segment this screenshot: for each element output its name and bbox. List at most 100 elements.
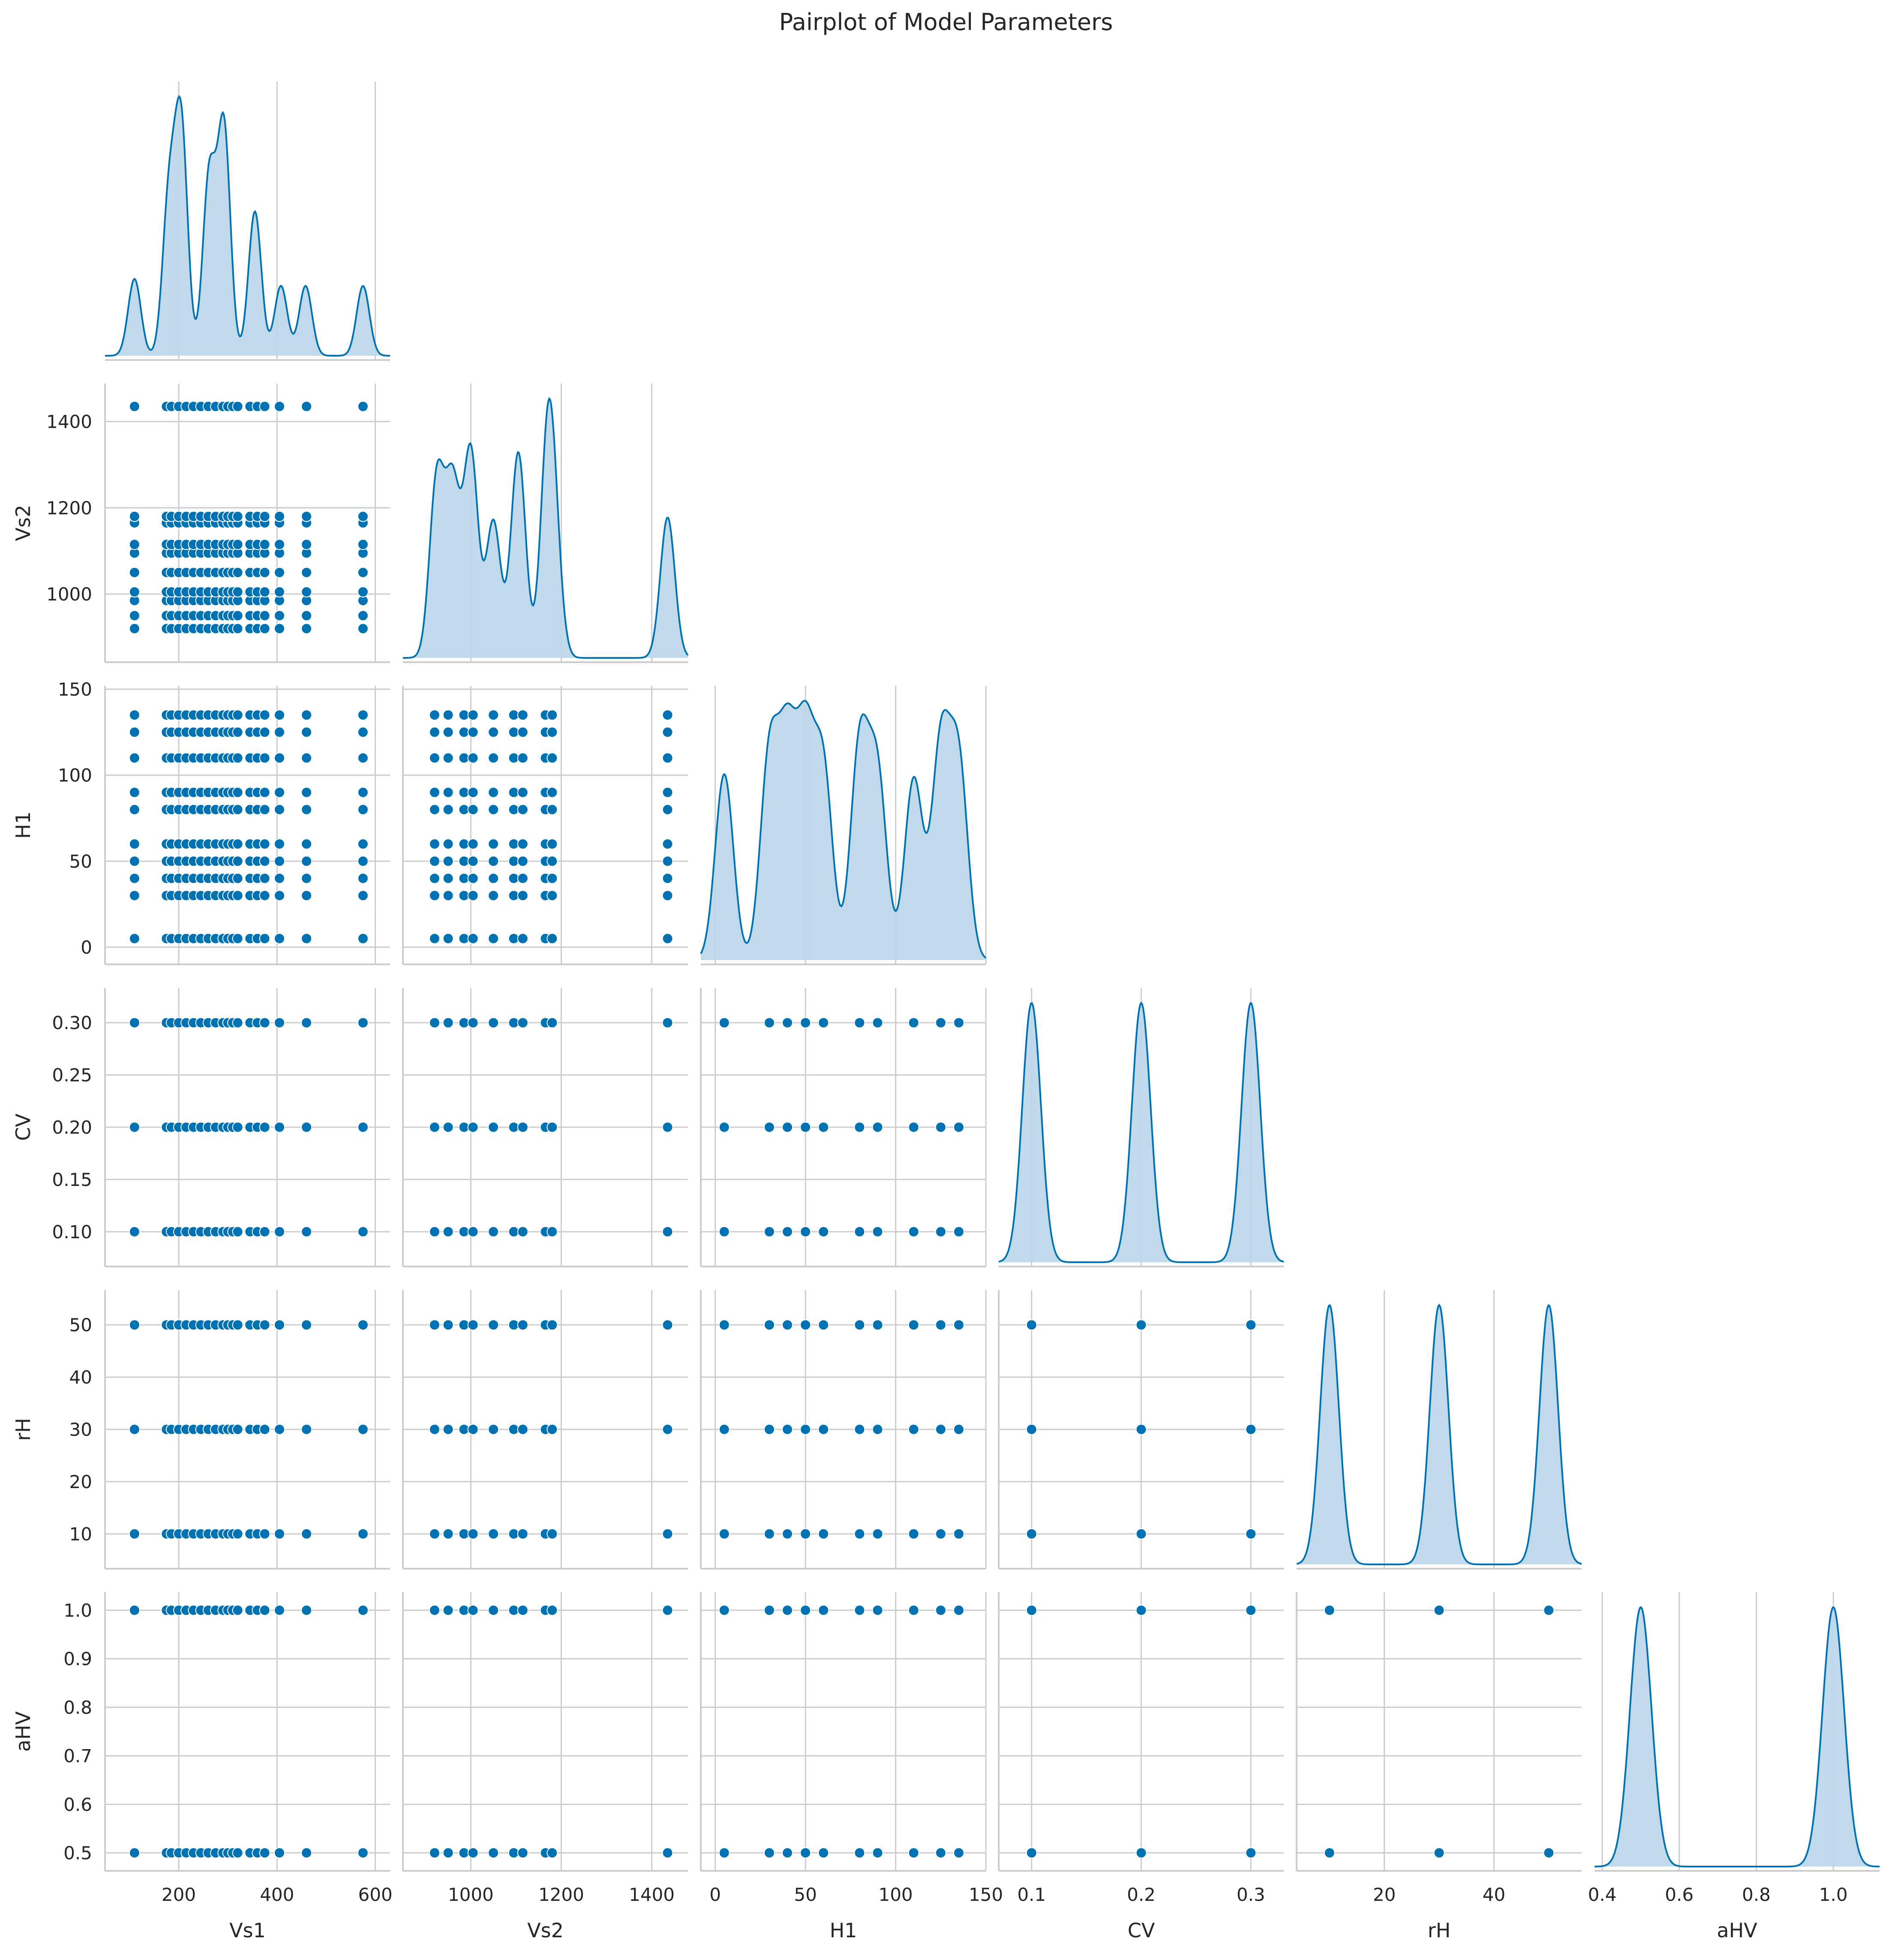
scatter-point bbox=[935, 1319, 946, 1331]
panel-H1-vs-H1 bbox=[700, 686, 987, 965]
scatter-point bbox=[232, 539, 243, 550]
y-tick-label: 0.9 bbox=[63, 1648, 92, 1669]
scatter-point bbox=[274, 1017, 285, 1029]
scatter-point bbox=[953, 1226, 964, 1237]
scatter-point bbox=[274, 804, 285, 815]
scatter-point bbox=[1026, 1528, 1037, 1540]
scatter-point bbox=[872, 1847, 883, 1858]
scatter-point bbox=[232, 838, 243, 850]
scatter-point bbox=[259, 855, 270, 867]
panel-aHV-vs-H1: 0 50 100 150 H1 bbox=[700, 1592, 1003, 1942]
scatter-point bbox=[301, 890, 312, 901]
scatter-point bbox=[129, 873, 140, 884]
scatter-point bbox=[547, 726, 558, 738]
scatter-point bbox=[301, 804, 312, 815]
scatter-point bbox=[718, 1017, 730, 1029]
kde-fill-H1 bbox=[701, 701, 986, 960]
scatter-point bbox=[547, 786, 558, 798]
scatter-point bbox=[301, 786, 312, 798]
scatter-point bbox=[442, 855, 454, 867]
x-axis-label-Vs2: Vs2 bbox=[527, 1919, 564, 1942]
x-tick-label: 40 bbox=[1483, 1884, 1505, 1905]
scatter-point bbox=[854, 1847, 865, 1858]
y-tick-label: 0 bbox=[81, 937, 92, 958]
scatter-point bbox=[854, 1017, 865, 1029]
scatter-point bbox=[274, 752, 285, 764]
y-tick-label: 0.25 bbox=[52, 1065, 92, 1086]
scatter-point bbox=[259, 1605, 270, 1616]
scatter-point bbox=[782, 1424, 793, 1435]
scatter-point bbox=[872, 1605, 883, 1616]
scatter-point bbox=[953, 1017, 964, 1029]
scatter-point bbox=[935, 1847, 946, 1858]
scatter-point bbox=[357, 933, 369, 944]
scatter-point bbox=[854, 1605, 865, 1616]
scatter-point bbox=[488, 1528, 499, 1540]
scatter-point bbox=[800, 1605, 811, 1616]
scatter-point bbox=[129, 726, 140, 738]
scatter-point bbox=[662, 855, 673, 867]
scatter-point bbox=[854, 1528, 865, 1540]
scatter-point bbox=[357, 586, 369, 597]
scatter-point bbox=[517, 709, 529, 721]
scatter-point bbox=[429, 1528, 440, 1540]
scatter-point bbox=[274, 1122, 285, 1133]
x-tick-label: 20 bbox=[1373, 1884, 1396, 1905]
scatter-point bbox=[274, 1226, 285, 1237]
scatter-point bbox=[718, 1226, 730, 1237]
scatter-point bbox=[442, 1319, 454, 1331]
x-tick-label: 0.4 bbox=[1588, 1884, 1617, 1905]
scatter-point bbox=[488, 873, 499, 884]
panel-rH-vs-Vs2 bbox=[402, 1290, 688, 1570]
scatter-point bbox=[301, 1319, 312, 1331]
scatter-point bbox=[467, 1605, 479, 1616]
scatter-point bbox=[763, 1528, 775, 1540]
scatter-point bbox=[1026, 1605, 1037, 1616]
scatter-point bbox=[467, 1319, 479, 1331]
scatter-point bbox=[274, 1605, 285, 1616]
scatter-point bbox=[763, 1847, 775, 1858]
scatter-point bbox=[467, 1424, 479, 1435]
y-tick-label: 1400 bbox=[46, 411, 92, 432]
panel-CV-vs-Vs1: 0.10 0.15 0.20 0.25 0.30 CV bbox=[12, 988, 390, 1267]
scatter-point bbox=[488, 709, 499, 721]
scatter-point bbox=[232, 933, 243, 944]
scatter-point bbox=[1026, 1847, 1037, 1858]
scatter-point bbox=[301, 539, 312, 550]
scatter-point bbox=[908, 1319, 919, 1331]
scatter-point bbox=[301, 401, 312, 412]
scatter-point bbox=[547, 933, 558, 944]
scatter-point bbox=[442, 1017, 454, 1029]
scatter-point bbox=[357, 1528, 369, 1540]
scatter-point bbox=[301, 1226, 312, 1237]
scatter-point bbox=[935, 1424, 946, 1435]
scatter-point bbox=[274, 890, 285, 901]
scatter-point bbox=[259, 709, 270, 721]
x-axis-label-Vs1: Vs1 bbox=[229, 1919, 266, 1942]
scatter-point bbox=[517, 786, 529, 798]
x-axis-label-CV: CV bbox=[1128, 1919, 1155, 1942]
scatter-point bbox=[429, 890, 440, 901]
scatter-point bbox=[488, 855, 499, 867]
scatter-point bbox=[800, 1319, 811, 1331]
x-tick-label: 1200 bbox=[538, 1884, 584, 1905]
scatter-point bbox=[547, 1605, 558, 1616]
scatter-point bbox=[129, 838, 140, 850]
scatter-point bbox=[467, 855, 479, 867]
scatter-point bbox=[232, 1528, 243, 1540]
scatter-point bbox=[429, 873, 440, 884]
scatter-point bbox=[1433, 1605, 1445, 1616]
scatter-point bbox=[357, 873, 369, 884]
scatter-point bbox=[1135, 1424, 1147, 1435]
scatter-point bbox=[818, 1017, 829, 1029]
scatter-point bbox=[301, 1424, 312, 1435]
scatter-point bbox=[547, 1528, 558, 1540]
scatter-point bbox=[763, 1226, 775, 1237]
scatter-point bbox=[442, 1605, 454, 1616]
scatter-point bbox=[467, 873, 479, 884]
scatter-point bbox=[357, 510, 369, 522]
kde-fill-Vs1 bbox=[105, 96, 390, 356]
scatter-point bbox=[129, 933, 140, 944]
y-tick-label: 0.30 bbox=[52, 1012, 92, 1033]
